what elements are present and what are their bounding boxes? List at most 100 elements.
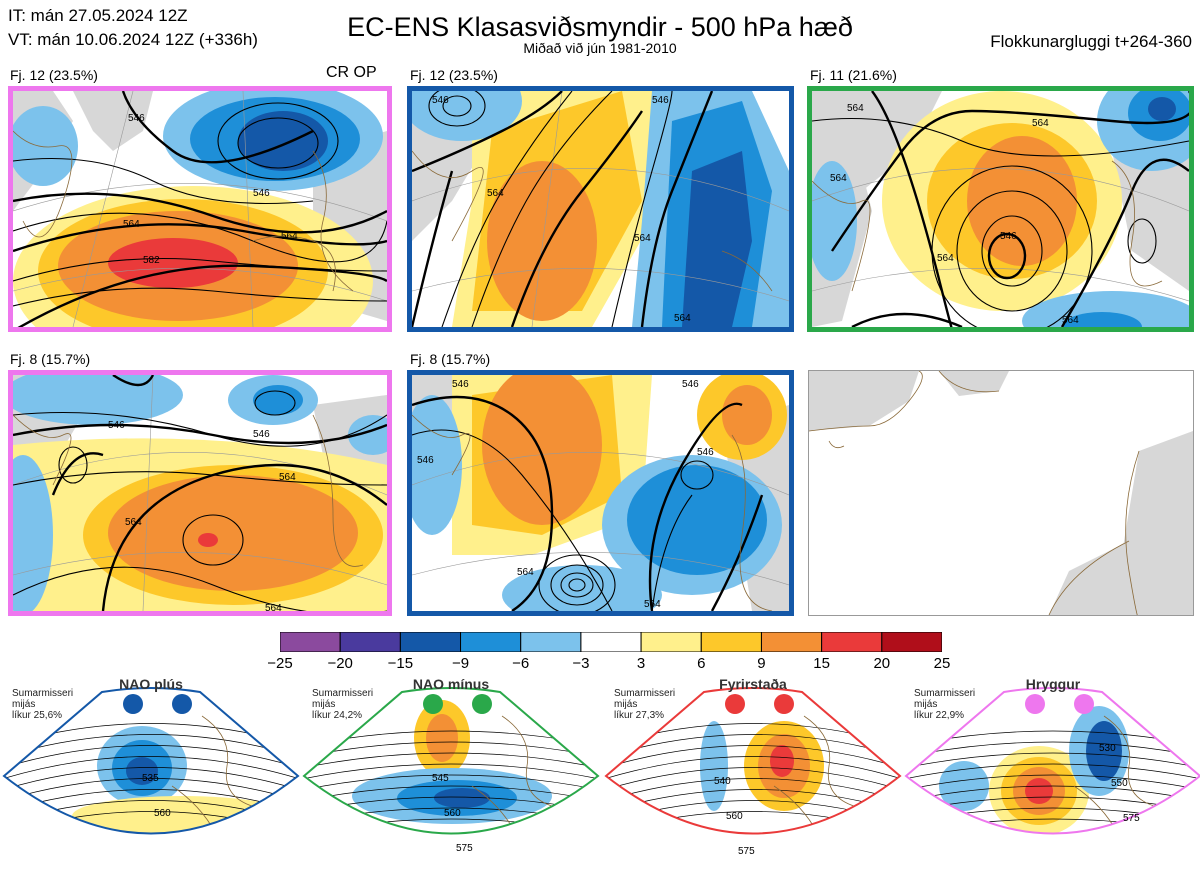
regime-outline [302,687,600,835]
climatology-subtitle: Miðað við jún 1981-2010 [523,40,677,56]
cluster-map-1: 546 546 564 564 582 [8,86,392,332]
contour-label: 564 [1032,118,1049,129]
anomaly-area [1086,721,1122,781]
colorbar-label: −9 [451,655,470,672]
panel-1-label: Fj. 12 (23.5%) [10,67,98,83]
regime-contour-label: 575 [738,846,755,857]
regime-name: Hryggur [1025,676,1081,692]
colorbar-swatch [399,631,462,653]
colorbar-swatch [821,631,883,653]
colorbar-label: 20 [873,655,891,672]
regime-map: 540 560 575 [604,687,902,857]
contour-label: 546 [697,447,714,458]
regime-name: Fyrirstaða [719,676,787,692]
height-contour [606,745,900,769]
anomaly-area [939,761,989,811]
contour-label: 564 [265,603,282,611]
colorbar-swatch [460,631,522,653]
regime-contour-label: 560 [444,808,461,819]
classification-window: Flokkunargluggi t+264-360 [990,32,1192,51]
panel-2-label: Fj. 12 (23.5%) [410,67,498,83]
height-contour [606,767,900,791]
regime-map: 530 550 575 [904,687,1200,835]
cluster-map-4: 546 546 564 564 564 [8,370,392,616]
height-contour [304,741,598,758]
colorbar-label: 3 [636,655,646,672]
colorbar-label: 6 [697,655,706,672]
height-contour [304,763,598,780]
colorbar-label: −25 [267,655,293,672]
regime-map: 535 560 [2,687,300,835]
regime-marker [172,694,192,714]
cluster-map-2: 546 546 564 564 564 [407,86,794,332]
regime-marker [123,694,143,714]
regime-outline [604,687,902,835]
base-map [808,370,1194,616]
regime-mean: mijás [12,699,36,710]
height-contour [906,763,1200,780]
regime-probability: líkur 27,3% [614,710,665,721]
contour-label: 564 [847,103,864,114]
regime-mean: mijás [614,699,638,710]
colorbar [279,631,943,653]
colorbar-label: −15 [387,655,414,672]
contour-label: 546 [682,379,699,390]
colorbar-swatches [279,631,943,653]
contour-label: 546 [253,188,270,199]
cluster-map-3: 564 564 564 546 564 564 [807,86,1194,332]
height-contour [606,778,900,802]
regime-season: Sumarmisseri [12,688,74,699]
regime-season: Sumarmisseri [614,688,676,699]
colorbar-label: −6 [512,655,530,672]
regime-marker [725,694,745,714]
regime-marker [472,694,492,714]
regime-mean: mijás [312,699,336,710]
init-time: IT: mán 27.05.2024 12Z [8,6,188,25]
colorbar-label: 15 [813,655,830,672]
regime-marker [1025,694,1045,714]
height-contour [4,734,298,758]
anomaly-area [700,721,728,811]
contour-label: 564 [517,567,534,578]
valid-time: VT: mán 10.06.2024 12Z (+336h) [8,30,258,49]
regime-probability: líkur 24,2% [312,710,363,721]
contour-label: 564 [487,188,504,199]
regime-marker [1074,694,1094,714]
colorbar-swatch [279,631,341,653]
contour-label: 564 [1062,315,1079,326]
panel-3-label: Fj. 11 (21.6%) [810,67,897,83]
colorbar-label: −3 [572,655,590,672]
colorbar-label: 25 [933,655,951,672]
contour-label: 546 [432,95,449,106]
anomaly-area [434,788,490,808]
height-contour [606,756,900,780]
contour-label: 564 [937,253,954,264]
page-title: EC-ENS Klasasviðsmyndir - 500 hPa hæð [347,12,853,42]
contour-label: 564 [644,599,661,610]
regime-contour-label: 535 [142,773,159,784]
panel-5-label: Fj. 8 (15.7%) [410,351,491,367]
regime-mean: mijás [914,699,938,710]
regime-season: Sumarmisseri [312,688,374,699]
regime-panel: 535 560 Sumarmisseri mijás líkur 25,6% NAO pl… [2,676,300,871]
cluster-map-5: 546 546 546 546 564 564 [407,370,794,616]
regime-contour-label: 540 [714,776,731,787]
regime-marker [423,694,443,714]
regime-name: NAO mínus [412,676,490,692]
regime-panel: 540 560 575 Sumarmisseri mijás líkur 27,3% Fyr… [604,676,902,871]
height-contour [304,774,598,791]
contour-label: 546 [417,455,434,466]
colorbar-swatch [640,631,702,653]
regime-marker [774,694,794,714]
colorbar-label: −20 [327,655,353,672]
contour-label: 546 [1000,231,1017,242]
regime-panel: 530 550 575 Sumarmisseri mijás líkur 22,9% Hry… [904,676,1200,871]
regime-map: 545 560 575 [302,687,600,854]
contour-label: 564 [123,219,140,230]
height-contour [4,778,298,802]
contour-label: 564 [634,233,651,244]
contour-label: 564 [281,231,298,242]
contour-label: 582 [143,255,160,266]
regime-contour-label: 575 [1123,813,1140,824]
height-contour [906,741,1200,758]
